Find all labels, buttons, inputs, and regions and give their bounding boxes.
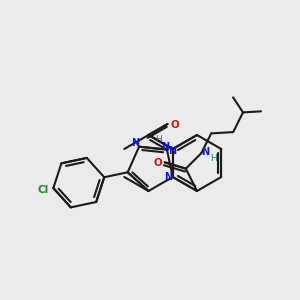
Text: N: N: [164, 172, 172, 182]
Text: H: H: [210, 154, 217, 163]
Text: N: N: [161, 142, 169, 152]
Text: Cl: Cl: [38, 185, 49, 195]
Text: O: O: [153, 158, 162, 168]
Text: N: N: [168, 146, 176, 156]
Text: H: H: [156, 135, 162, 144]
Text: N: N: [131, 138, 139, 148]
Text: N: N: [201, 147, 209, 157]
Text: O: O: [170, 120, 179, 130]
